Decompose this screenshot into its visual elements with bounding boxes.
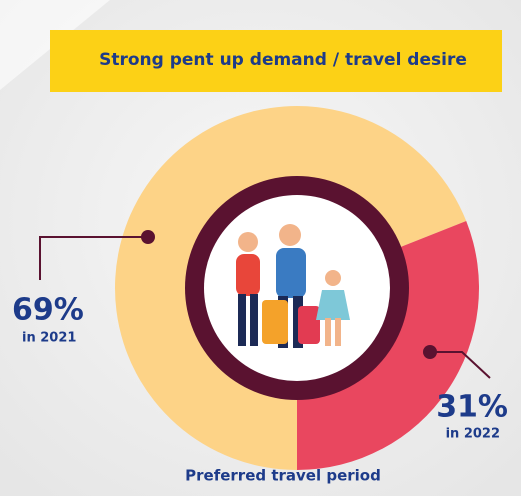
- title-banner: [50, 30, 502, 92]
- value-label: 69%: [12, 293, 84, 328]
- callout-2021: [39, 230, 155, 280]
- chart-title: Strong pent up demand / travel desire: [99, 50, 467, 70]
- family-illustration: [236, 224, 350, 348]
- category-label: in 2021: [22, 331, 76, 346]
- callout-2022: [423, 345, 491, 379]
- value-label: 31%: [436, 390, 508, 425]
- category-label: in 2022: [446, 427, 500, 442]
- chart-caption: Preferred travel period: [185, 467, 381, 485]
